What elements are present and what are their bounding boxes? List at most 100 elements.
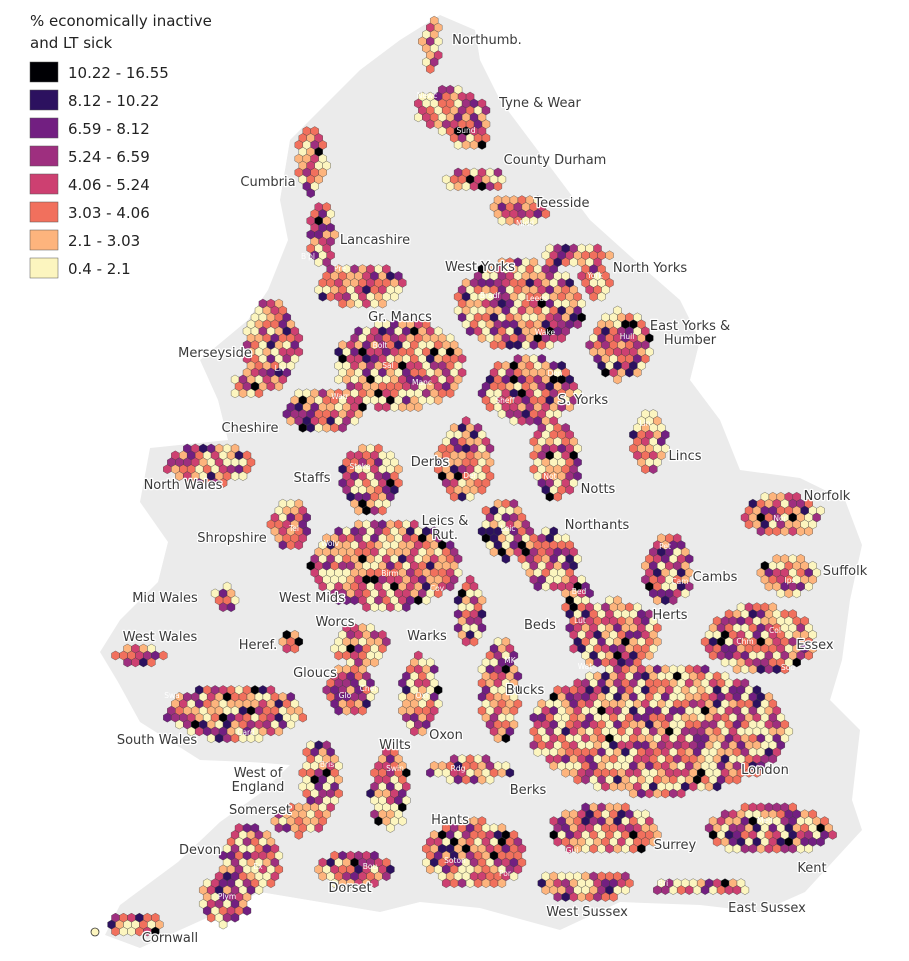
city-label: Der: [463, 471, 477, 480]
hex-cell: [804, 526, 813, 537]
region-label: West Wales: [123, 630, 198, 645]
city-label: Wat: [578, 662, 593, 671]
region-label: Teesside: [533, 196, 589, 211]
region-label: Cheshire: [222, 421, 279, 436]
hex-cell: [633, 367, 642, 378]
hex-cell: [402, 602, 411, 613]
hex-cell: [573, 319, 582, 330]
hex-cell: [481, 105, 491, 116]
city-label: Soton: [444, 856, 466, 865]
region-label: Suffolk: [823, 564, 868, 579]
region-label: England: [232, 780, 285, 795]
city-label: Plym: [218, 892, 236, 901]
hex-cell: [418, 726, 427, 737]
city-label: Chm: [736, 637, 753, 646]
region-label: North Wales: [144, 478, 223, 493]
legend-label: 6.59 - 8.12: [68, 120, 150, 138]
legend-swatch: [29, 201, 59, 223]
region-label: East Yorks &: [650, 319, 730, 334]
hex-cell: [740, 885, 750, 895]
region-label: London: [741, 763, 789, 778]
legend-label: 2.1 - 3.03: [68, 232, 140, 250]
legend-swatch: [29, 257, 59, 279]
region-label: West Yorks: [445, 260, 515, 275]
city-label: Wolv: [321, 539, 340, 548]
city-label: Oxf: [416, 691, 429, 700]
city-label: Bolt: [373, 341, 388, 350]
legend-label: 4.06 - 5.24: [68, 176, 150, 194]
hex-cell: [469, 636, 479, 647]
hex-cell: [274, 381, 283, 392]
hex-cell: [218, 478, 228, 488]
legend-label: 8.12 - 10.22: [68, 92, 159, 110]
hex-cell: [266, 878, 276, 889]
legend-swatch: [29, 117, 59, 139]
city-label: Lut: [574, 616, 586, 625]
region-label: Berks: [510, 783, 547, 798]
city-label: Leic: [501, 524, 516, 533]
city-label: Bris: [320, 760, 334, 769]
region-label: Dorset: [328, 881, 371, 896]
hex-cell: [465, 491, 475, 502]
hex-cell: [557, 333, 566, 343]
city-label: Pre: [334, 264, 346, 273]
legend-label: 3.03 - 4.06: [68, 204, 150, 222]
region-label: Devon: [179, 843, 221, 858]
hex-cell: [637, 843, 646, 854]
legend-label: 0.4 - 2.1: [68, 260, 131, 278]
hex-cell: [386, 823, 395, 833]
city-label: York: [586, 271, 603, 280]
region-label: North Yorks: [613, 261, 688, 276]
city-label: Gui: [566, 846, 579, 855]
region-label: Lancashire: [340, 233, 410, 248]
hex-cell: [509, 871, 519, 882]
hex-cell: [768, 754, 777, 764]
hex-cell: [242, 905, 252, 916]
hex-cell: [804, 581, 813, 592]
hex-cell: [529, 215, 538, 226]
region-label: West of: [234, 766, 283, 781]
region-label: Wilts: [379, 738, 411, 753]
hex-cell: [226, 602, 236, 613]
hex-cell: [804, 843, 813, 854]
hex-cell: [501, 554, 511, 564]
region-label: Bucks: [506, 683, 545, 698]
city-label: Hull: [620, 332, 635, 341]
hex-cell: [828, 830, 837, 840]
hex-cell: [230, 912, 240, 923]
legend-label: 10.22 - 16.55: [68, 64, 169, 82]
city-label: Bri: [658, 879, 668, 888]
hex-cell: [792, 657, 801, 668]
region-label: Mid Wales: [132, 591, 198, 606]
hex-cell: [645, 650, 654, 661]
city-label: Glo: [339, 691, 352, 700]
city-label: Bou: [363, 862, 378, 871]
hex-cell: [350, 416, 359, 426]
hex-cell: [434, 395, 443, 406]
city-label: Sheff: [495, 396, 515, 405]
city-label: Col: [769, 626, 781, 635]
city-label: Liv: [275, 364, 286, 373]
hex-cell: [378, 505, 387, 516]
city-label: Wake: [535, 328, 556, 337]
legend-label: 5.24 - 6.59: [68, 148, 150, 166]
hex-cell: [553, 491, 562, 502]
legend-title: % economically inactive: [30, 12, 212, 30]
city-label: Manc: [412, 378, 432, 387]
city-label: Sal: [382, 361, 393, 370]
city-label: Newc: [417, 91, 437, 100]
legend-swatch: [29, 229, 59, 251]
region-label: Humber: [664, 333, 717, 348]
hex-cell: [238, 471, 248, 481]
city-label: Cov: [430, 584, 445, 593]
city-label: Swin: [386, 764, 404, 773]
region-label: Lincs: [668, 449, 701, 464]
region-label: West Sussex: [546, 905, 628, 920]
hex-cell: [294, 540, 303, 550]
region-label: Northumb.: [452, 33, 522, 48]
hex-cell: [649, 464, 658, 475]
city-label: Not: [543, 472, 556, 481]
city-label: Card: [237, 728, 255, 737]
